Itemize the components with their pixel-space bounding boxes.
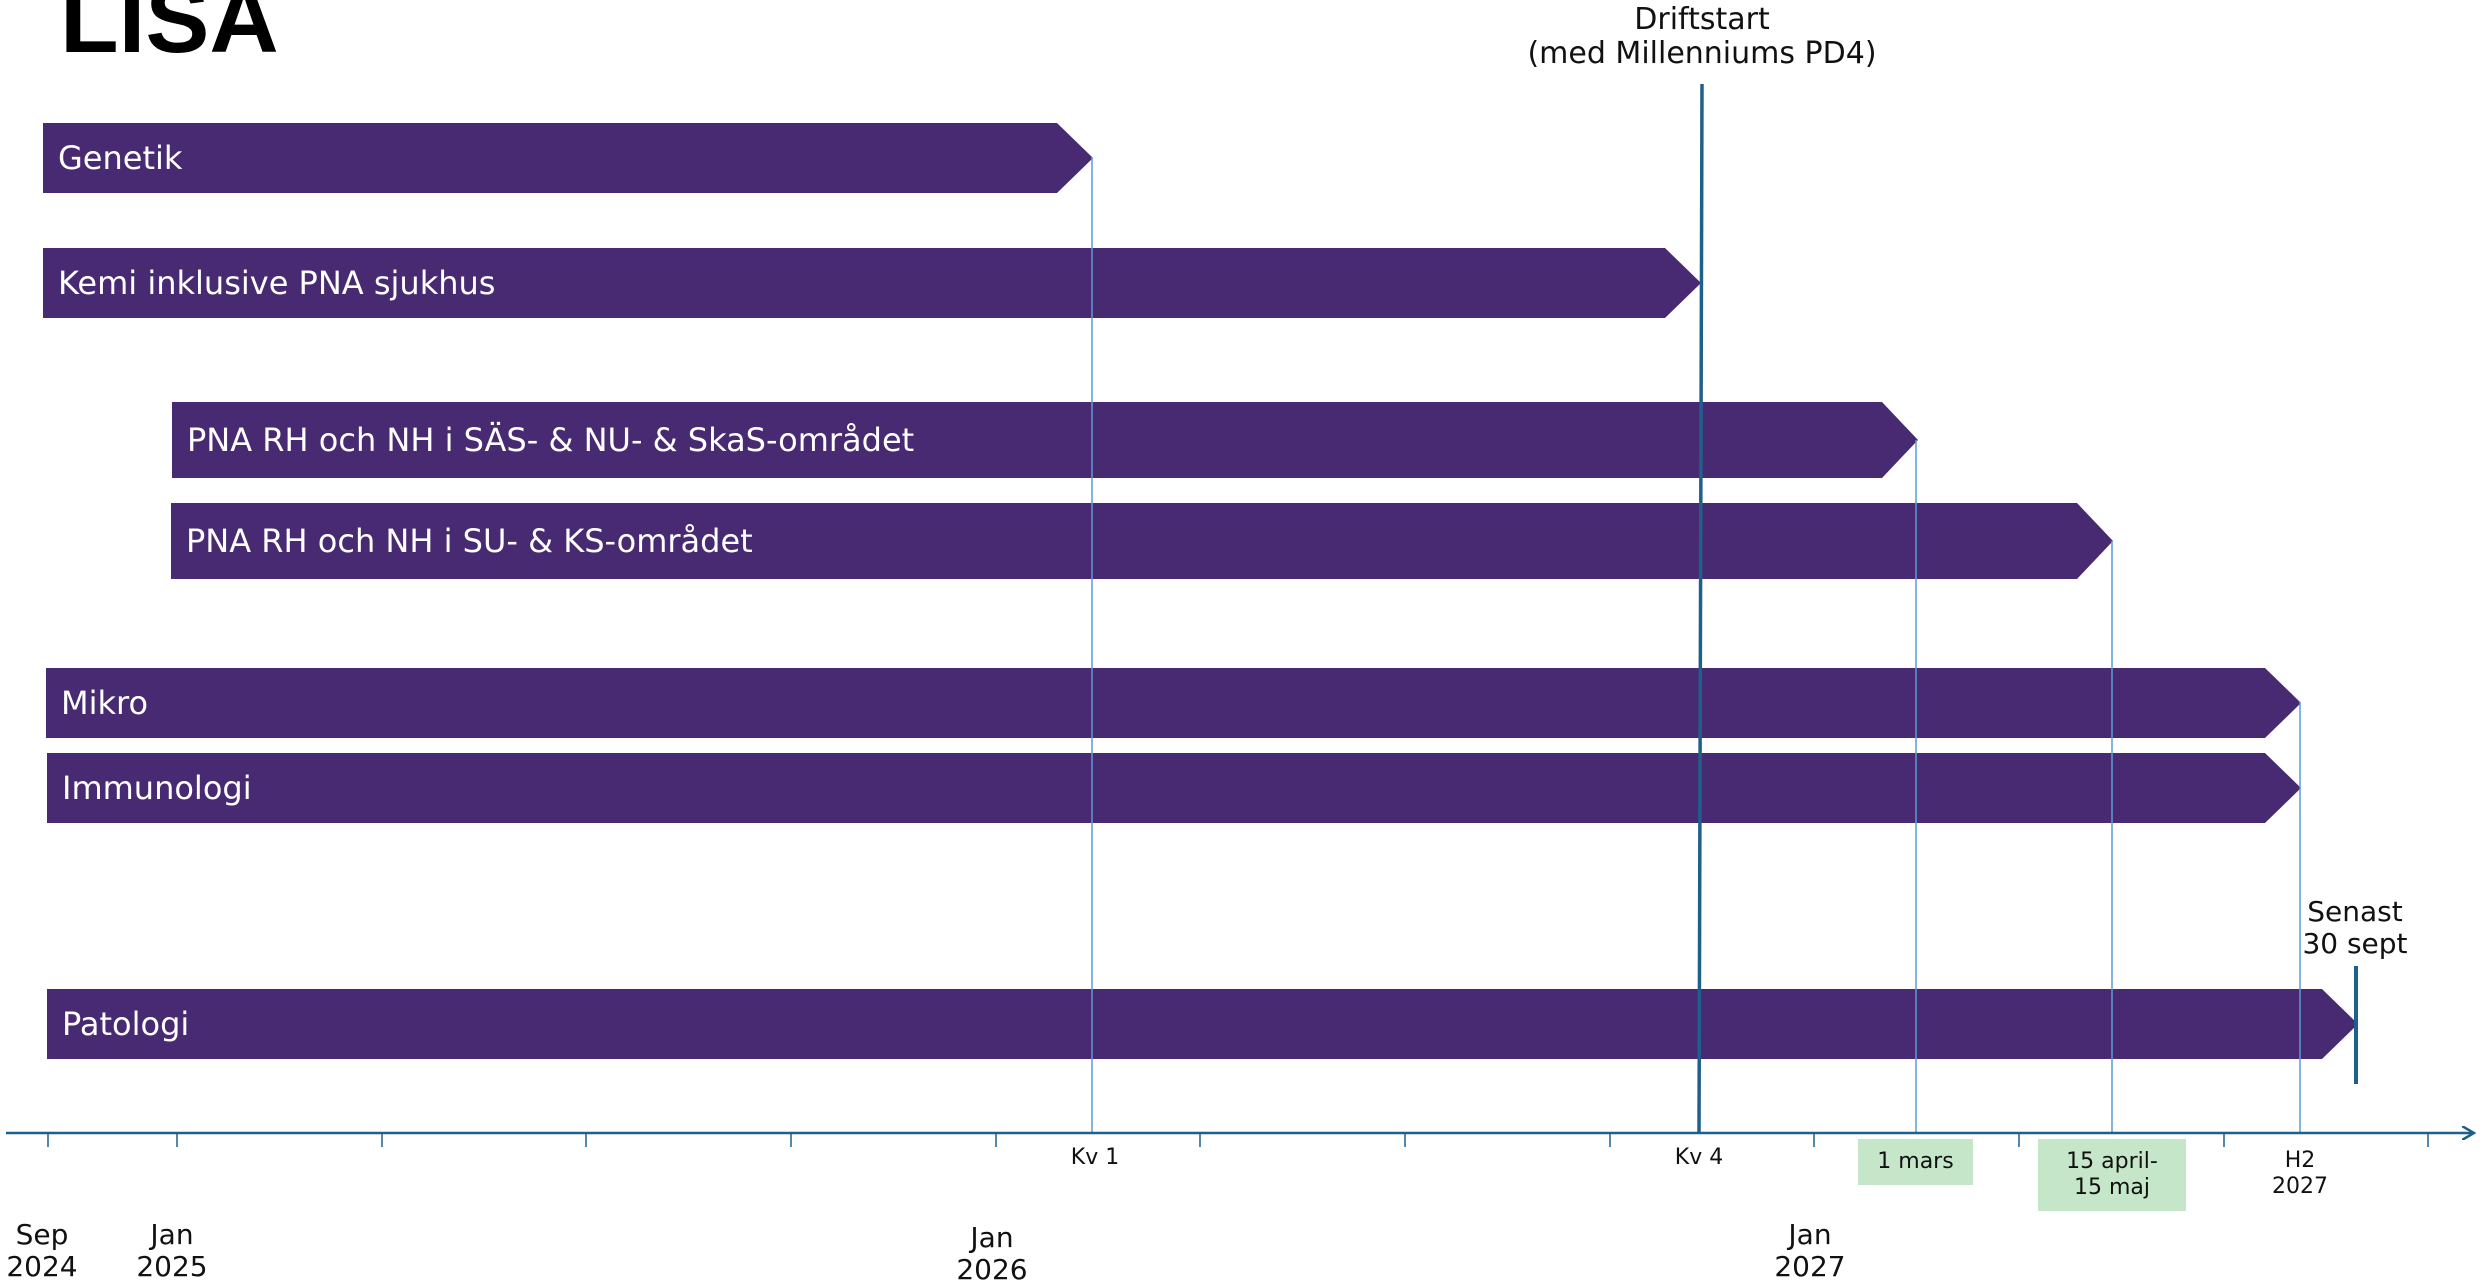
bar-pna-su-ks: PNA RH och NH i SU- & KS-området [171, 503, 2113, 579]
bar-patologi: Patologi [47, 989, 2358, 1059]
bar-label: Kemi inklusive PNA sjukhus [58, 264, 496, 302]
driftstart-line [1697, 83, 1704, 1135]
badge-15-april-15-maj: 15 april- 15 maj [2038, 1139, 2186, 1211]
bar-label: Genetik [58, 139, 183, 177]
date-label-jan-2025: Jan 2025 [136, 1218, 208, 1283]
date-label-sep-2024: Sep 2024 [6, 1218, 78, 1283]
driftstart-line-1: Driftstart [1634, 2, 1770, 37]
bar-label: Immunologi [62, 769, 252, 807]
senast-line-1: Senast [2307, 895, 2403, 928]
senast-label: Senast 30 sept [2260, 896, 2450, 960]
date-label-jan-2026: Jan 2026 [956, 1221, 1028, 1286]
bar-label: PNA RH och NH i SÄS- & NU- & SkaS-område… [187, 421, 915, 459]
bar-pna-sas-nu-skas: PNA RH och NH i SÄS- & NU- & SkaS-område… [172, 402, 1918, 478]
tick-label-kv4: Kv 4 [1674, 1145, 1724, 1170]
bar-immunologi: Immunologi [47, 753, 2301, 823]
tick-label-h2-2027: H2 2027 [2272, 1148, 2328, 1199]
axis-ticks [47, 1133, 2429, 1147]
badge-1-mars: 1 mars [1858, 1139, 1973, 1185]
bar-label: PNA RH och NH i SU- & KS-området [186, 522, 753, 560]
bar-mikro: Mikro [46, 668, 2301, 738]
senast-line-2: 30 sept [2302, 927, 2408, 960]
date-label-jan-2027: Jan 2027 [1774, 1218, 1846, 1283]
driftstart-line-2: (med Millenniums PD4) [1527, 36, 1877, 71]
bar-genetik: Genetik [43, 123, 1093, 193]
bar-label: Mikro [61, 684, 149, 722]
page-title: LISA [60, 0, 279, 73]
driftstart-label: Driftstart (med Millenniums PD4) [1502, 3, 1902, 71]
bar-kemi: Kemi inklusive PNA sjukhus [43, 248, 1701, 318]
bar-label: Patologi [62, 1005, 190, 1043]
tick-label-kv1: Kv 1 [1070, 1145, 1120, 1170]
